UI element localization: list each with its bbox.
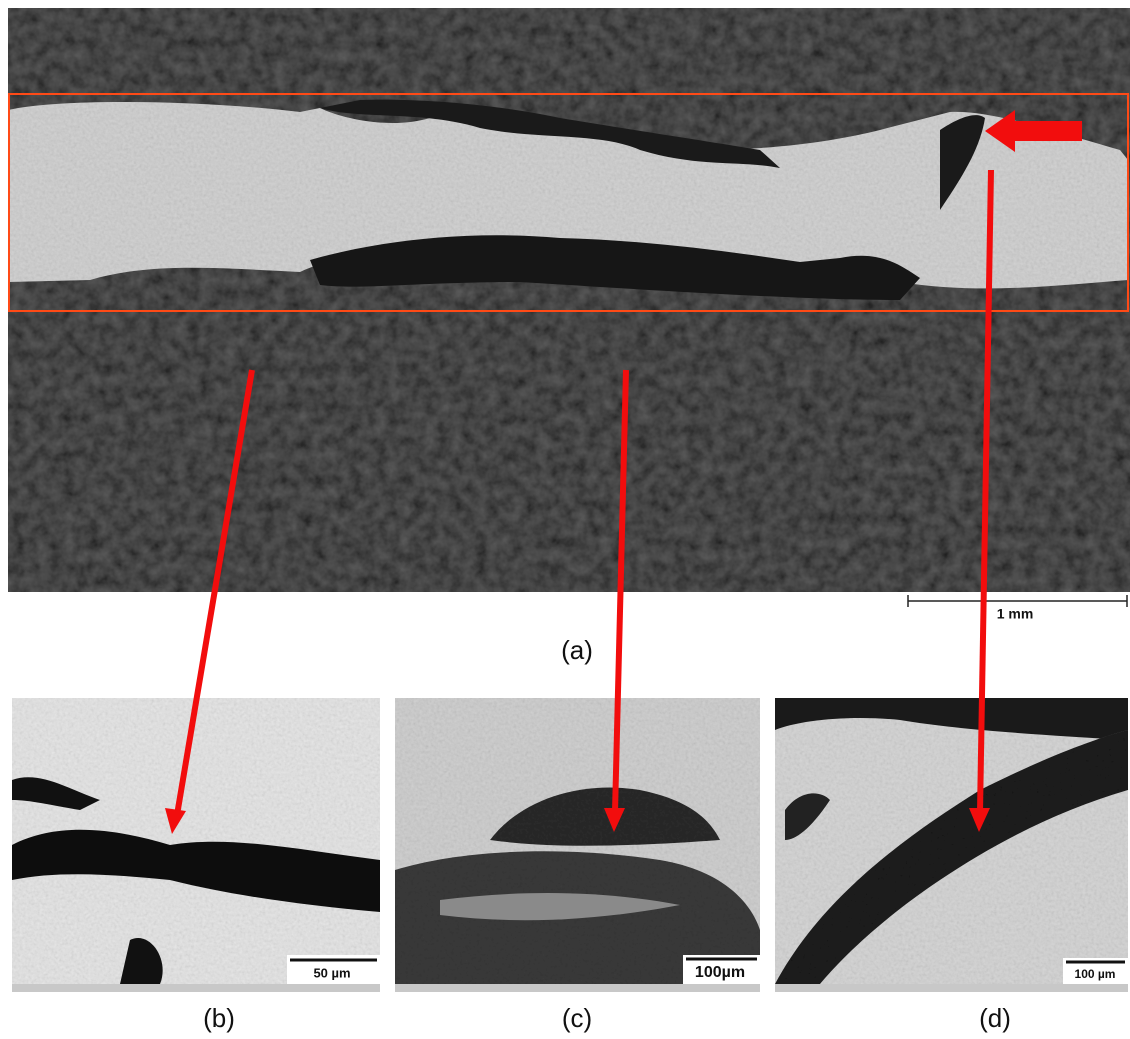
- image-strip: [775, 984, 1128, 992]
- figure: 1 mm (a) 50 µm (b) 100µm (c): [0, 0, 1130, 1039]
- panel-caption: (c): [562, 1003, 592, 1033]
- scale-bar-label: 100µm: [695, 964, 745, 981]
- image-strip: [12, 984, 380, 992]
- scale-bar-label: 1 mm: [997, 606, 1034, 622]
- panel-caption: (a): [561, 635, 593, 665]
- panel-b: 50 µm (b): [12, 698, 380, 1033]
- scale-bar-label: 50 µm: [313, 965, 350, 980]
- pointer-arrow-shaft: [1010, 121, 1082, 141]
- panel-c: 100µm (c): [395, 698, 760, 1033]
- image-strip: [395, 984, 760, 992]
- panel-d: 100 µm (d): [775, 698, 1128, 1033]
- micrograph-background: [8, 8, 1130, 592]
- scale-bar-label: 100 µm: [1075, 967, 1116, 981]
- panel-caption: (d): [979, 1003, 1011, 1033]
- panel-caption: (b): [203, 1003, 235, 1033]
- panel-a: 1 mm (a): [8, 8, 1130, 665]
